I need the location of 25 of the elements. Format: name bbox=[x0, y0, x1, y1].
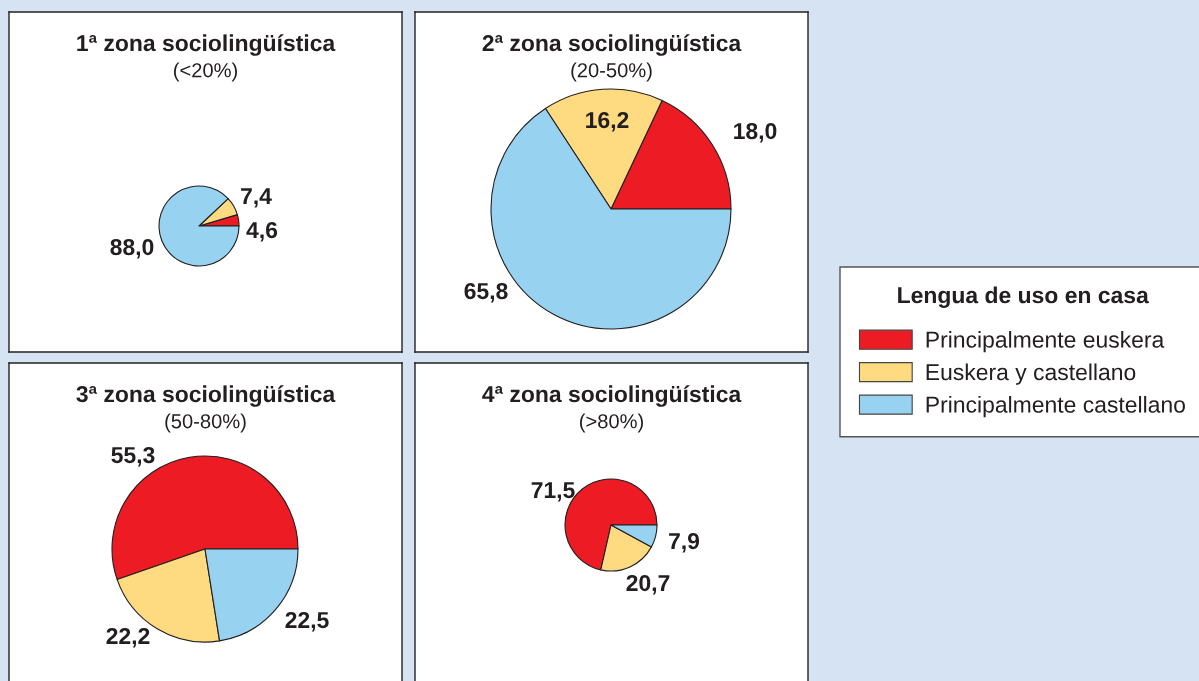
chart-subtitle: (<20%) bbox=[174, 62, 237, 82]
chart-title: 3ª zona sociolingüística bbox=[76, 385, 336, 407]
pie-slice bbox=[158, 185, 240, 267]
data-label: 55,3 bbox=[111, 446, 155, 467]
chart-subtitle: (>80%) bbox=[580, 413, 643, 433]
chart-title: 1ª zona sociolingüística bbox=[77, 34, 336, 56]
data-label: 22,5 bbox=[285, 611, 329, 632]
data-label: 65,8 bbox=[464, 282, 508, 303]
chart-title: 4ª zona sociolingüística bbox=[482, 385, 742, 407]
data-label: 4,6 bbox=[246, 221, 278, 242]
legend-label: Principalmente euskera bbox=[926, 330, 1165, 353]
data-label: 18,0 bbox=[734, 122, 777, 143]
data-label: 20,7 bbox=[626, 574, 670, 595]
data-label: 71,5 bbox=[531, 482, 575, 502]
data-label: 7,9 bbox=[669, 532, 700, 553]
chart-title: 2ª zona sociolingüística bbox=[482, 34, 742, 56]
legend-label: Euskera y castellano bbox=[926, 363, 1136, 385]
chart-subtitle: (50-80%) bbox=[165, 413, 246, 433]
data-label: 22,2 bbox=[106, 627, 150, 648]
data-label: 16,2 bbox=[586, 111, 629, 132]
legend-title: Lengua de uso en casa bbox=[898, 286, 1149, 308]
legend-label: Principalmente castellano bbox=[926, 395, 1185, 418]
chart-subtitle: (20-50%) bbox=[571, 62, 652, 82]
data-label: 7,4 bbox=[241, 188, 272, 208]
data-label: 88,0 bbox=[110, 238, 154, 259]
